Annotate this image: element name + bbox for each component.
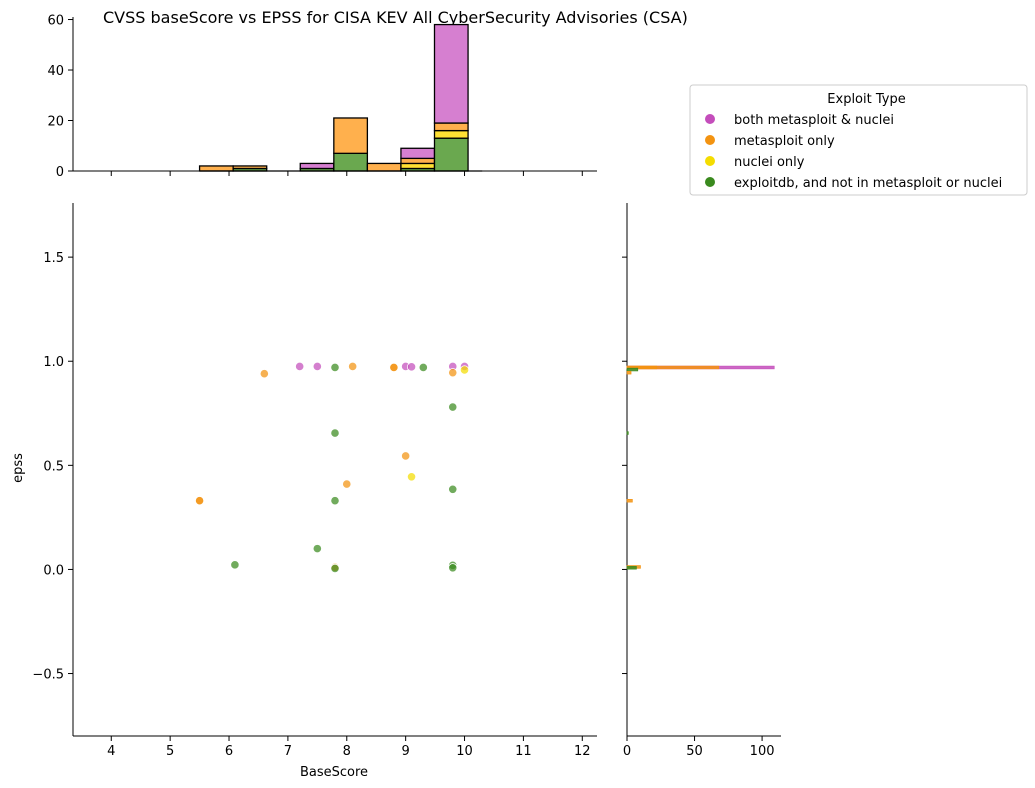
right-hist-bar xyxy=(626,566,637,570)
legend-label: nuclei only xyxy=(734,155,805,170)
legend-label: both metasploit & nuclei xyxy=(734,113,894,128)
scatter-point xyxy=(312,544,322,554)
scatter-point xyxy=(230,560,240,570)
scatter-point xyxy=(295,361,305,372)
top-hist-y-tick-label: 0 xyxy=(56,165,64,180)
scatter-point xyxy=(330,362,340,373)
y-tick-label: 1.5 xyxy=(43,251,64,266)
scatter-point xyxy=(330,496,340,506)
scatter-point xyxy=(342,479,352,489)
legend-label: exploitdb, and not in metasploit or nucl… xyxy=(734,176,1002,191)
legend-title: Exploit Type xyxy=(827,92,905,107)
right-hist-bar xyxy=(626,499,633,503)
top-hist-bar xyxy=(232,165,268,170)
y-tick-label: 0.0 xyxy=(43,563,64,578)
x-tick-label: 11 xyxy=(515,744,532,759)
y-tick-label: −0.5 xyxy=(32,668,64,683)
scatter-point xyxy=(330,563,340,573)
scatter-point xyxy=(406,362,417,372)
y-axis-label: epss xyxy=(11,453,26,483)
scatter-point xyxy=(418,362,428,373)
top-histogram: 0 20 40 60 xyxy=(47,14,597,180)
top-hist-bar xyxy=(366,162,402,172)
legend-marker xyxy=(705,156,715,166)
right-hist-bar xyxy=(626,365,658,370)
x-tick-label: 5 xyxy=(166,744,174,759)
x-axis-label: BaseScore xyxy=(300,765,368,780)
legend-label: metasploit only xyxy=(734,134,835,149)
y-tick-label: 1.0 xyxy=(43,355,64,370)
right-hist-x-tick-label: 100 xyxy=(750,744,775,759)
top-hist-bar xyxy=(433,122,469,132)
x-tick-label: 4 xyxy=(107,744,115,759)
scatter-point xyxy=(330,428,340,438)
right-hist-bar xyxy=(626,370,632,375)
x-tick-label: 9 xyxy=(402,744,410,759)
scatter-point xyxy=(348,361,358,372)
top-hist-bar xyxy=(299,162,335,170)
x-tick-label: 8 xyxy=(343,744,351,759)
scatter-plot: 4 5 6 7 8 9 10 11 12 −0.5 0.0 0.5 1.0 1.5 xyxy=(32,203,597,759)
top-hist-bar xyxy=(433,137,469,172)
scatter-point xyxy=(448,563,458,573)
right-hist-bar xyxy=(626,431,629,435)
scatter-point xyxy=(448,402,458,412)
scatter-point xyxy=(259,369,269,379)
x-tick-label: 6 xyxy=(225,744,233,759)
scatter-point xyxy=(401,451,411,461)
x-tick-label: 12 xyxy=(574,744,591,759)
top-hist-y-tick-label: 40 xyxy=(47,64,64,79)
x-tick-label: 10 xyxy=(456,744,473,759)
y-tick-label: 0.5 xyxy=(43,459,64,474)
x-tick-label: 7 xyxy=(284,744,292,759)
scatter-point xyxy=(459,365,470,375)
right-hist-x-tick-label: 50 xyxy=(686,744,703,759)
top-hist-bar xyxy=(433,129,469,139)
scatter-point xyxy=(389,362,399,373)
scatter-point xyxy=(194,496,205,506)
legend-marker xyxy=(705,177,715,187)
top-hist-bar xyxy=(400,157,436,165)
scatter-point xyxy=(312,361,322,372)
top-hist-y-tick-label: 20 xyxy=(47,115,64,130)
chart-title: CVSS baseScore vs EPSS for CISA KEV All … xyxy=(103,8,688,27)
legend-box xyxy=(689,84,1028,196)
top-hist-bar xyxy=(400,147,436,160)
top-hist-bar xyxy=(433,23,469,124)
legend: Exploit Type both metasploit & nuclei meta… xyxy=(689,84,1028,196)
top-hist-bar xyxy=(333,117,369,154)
top-hist-bar xyxy=(198,165,234,172)
top-hist-bar xyxy=(400,162,436,170)
right-histogram: 0 50 100 xyxy=(622,203,781,759)
top-hist-bar xyxy=(333,152,369,172)
right-hist-x-tick-label: 0 xyxy=(623,744,631,759)
legend-marker xyxy=(705,135,715,145)
scatter-point xyxy=(448,368,458,378)
scatter-point xyxy=(448,484,458,494)
top-hist-y-tick-label: 60 xyxy=(47,14,64,29)
legend-marker xyxy=(705,114,715,124)
right-hist-bar xyxy=(626,367,639,372)
scatter-point xyxy=(406,472,417,482)
